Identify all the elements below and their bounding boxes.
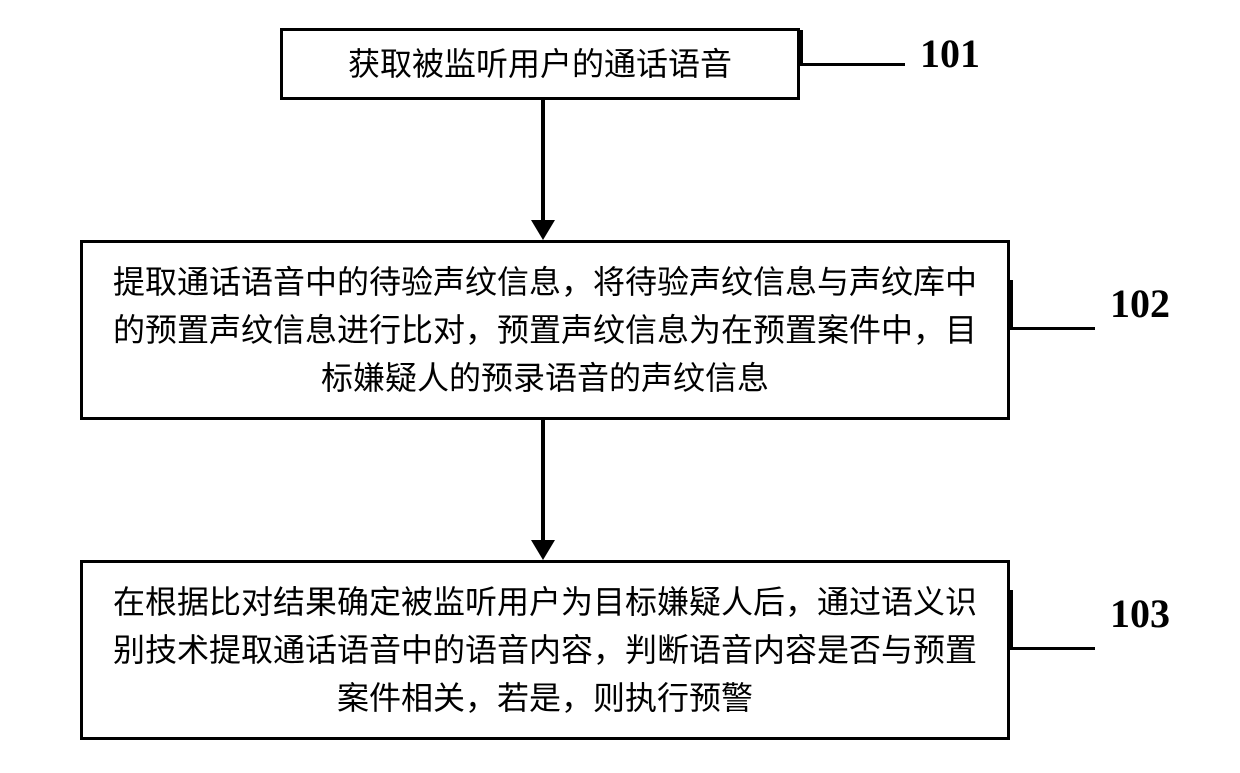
flow-step-3: 在根据比对结果确定被监听用户为目标嫌疑人后，通过语义识别技术提取通话语音中的语音… xyxy=(80,560,1010,740)
step-3-label: 103 xyxy=(1110,590,1170,637)
step-1-label: 101 xyxy=(920,30,980,77)
flow-step-2: 提取通话语音中的待验声纹信息，将待验声纹信息与声纹库中的预置声纹信息进行比对，预… xyxy=(80,240,1010,420)
flow-step-3-text: 在根据比对结果确定被监听用户为目标嫌疑人后，通过语义识别技术提取通话语音中的语音… xyxy=(103,578,987,722)
flow-step-2-text: 提取通话语音中的待验声纹信息，将待验声纹信息与声纹库中的预置声纹信息进行比对，预… xyxy=(103,258,987,402)
arrow-1-2-head xyxy=(531,220,555,240)
flow-step-1: 获取被监听用户的通话语音 xyxy=(280,28,800,100)
step-3-bracket xyxy=(1010,590,1095,650)
step-2-bracket xyxy=(1010,280,1095,330)
step-1-bracket xyxy=(800,30,905,66)
step-2-label: 102 xyxy=(1110,280,1170,327)
arrow-2-3-head xyxy=(531,540,555,560)
arrow-2-3-line xyxy=(541,420,545,540)
arrow-1-2-line xyxy=(541,100,545,220)
flow-step-1-text: 获取被监听用户的通话语音 xyxy=(348,40,732,88)
